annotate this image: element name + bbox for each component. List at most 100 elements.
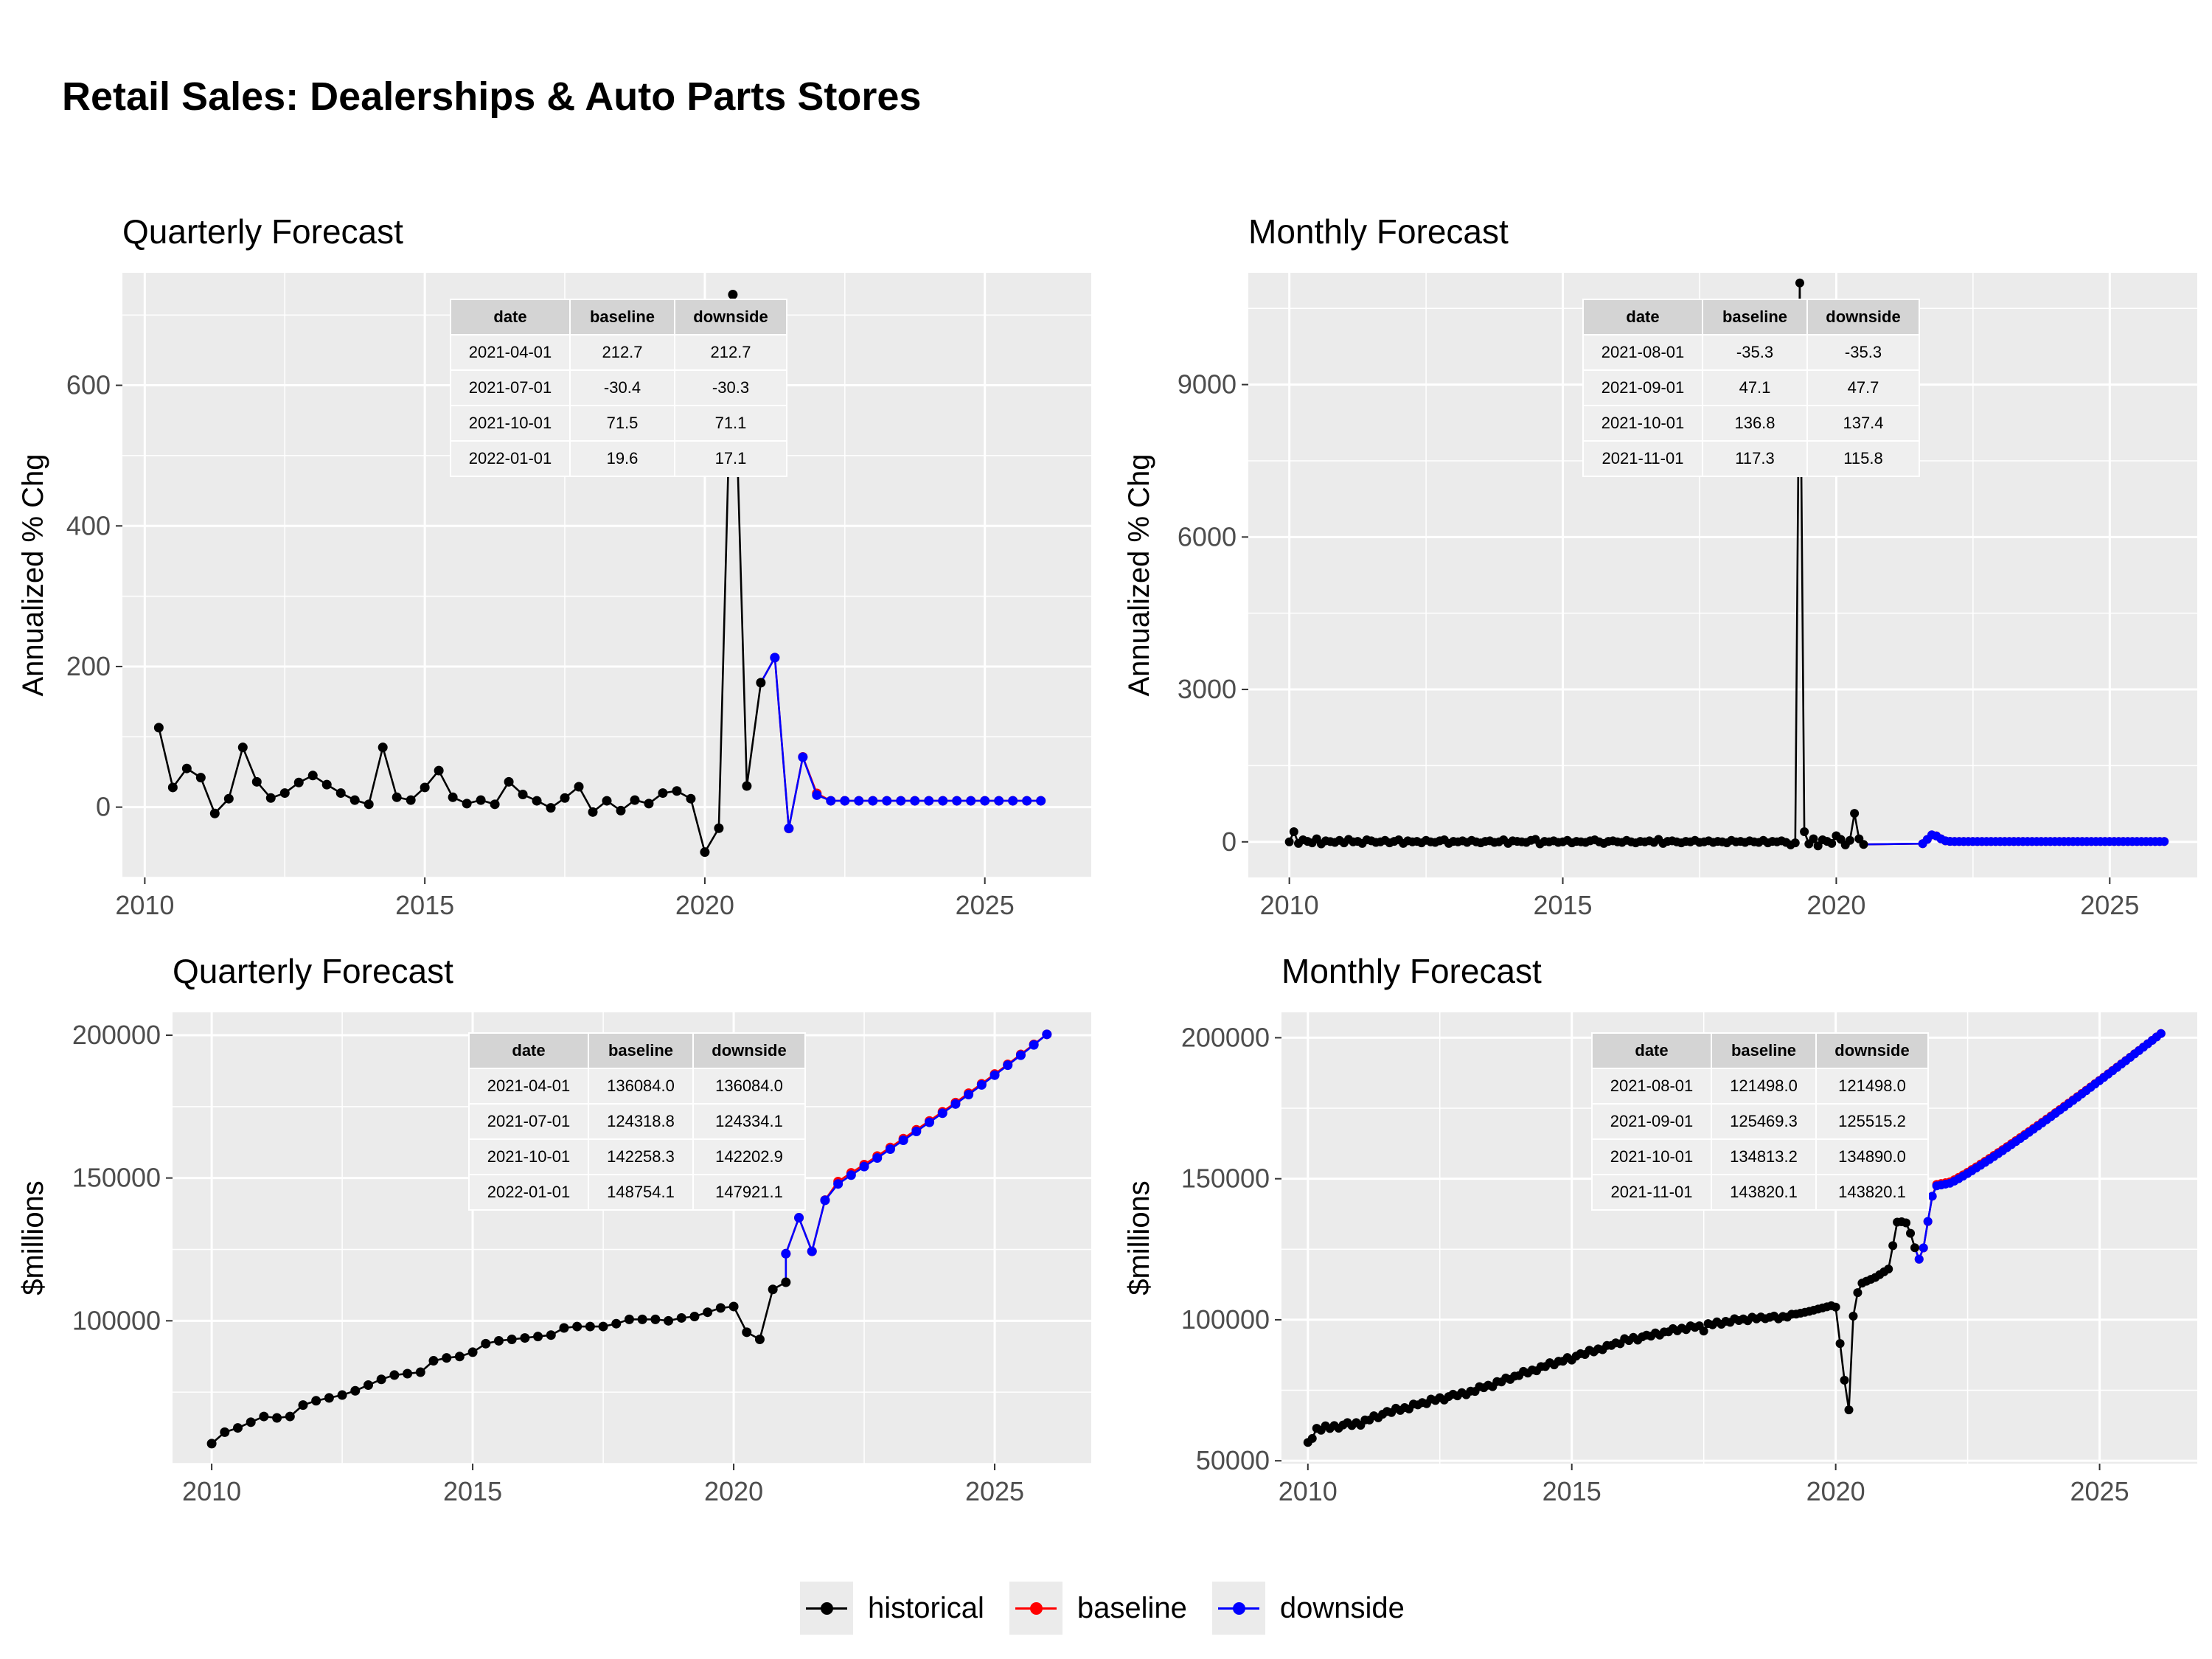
downside-series-point bbox=[910, 796, 920, 806]
y-tick-label: 400 bbox=[66, 510, 111, 540]
historical-series-point bbox=[754, 1335, 765, 1345]
historical-series-point bbox=[389, 1370, 400, 1380]
historical-series-point bbox=[324, 1393, 334, 1403]
x-tick-label: 2025 bbox=[965, 1476, 1024, 1506]
downside-series-point bbox=[1914, 1254, 1924, 1264]
historical-series-point bbox=[559, 1323, 569, 1333]
historical-series-point bbox=[1790, 838, 1800, 848]
table-cell: 2021-07-01 bbox=[468, 1103, 589, 1140]
downside-series-point bbox=[980, 796, 990, 806]
table-cell: 2021-11-01 bbox=[1591, 1174, 1712, 1211]
legend-label-historical: historical bbox=[868, 1591, 984, 1624]
historical-series-point bbox=[585, 1321, 595, 1332]
table-row: 2021-07-01 -30.4 -30.3 bbox=[450, 369, 787, 406]
table-cell: 2021-10-01 bbox=[1582, 405, 1703, 442]
historical-series-point bbox=[246, 1417, 256, 1427]
historical-series-point bbox=[349, 795, 360, 805]
historical-series-point bbox=[1850, 809, 1860, 818]
table-row: 2021-10-01 71.5 71.1 bbox=[450, 405, 787, 442]
y-tick-label: 9000 bbox=[1178, 369, 1237, 400]
downside-series-point bbox=[1919, 1243, 1928, 1253]
downside-series-point bbox=[2156, 1029, 2166, 1038]
table-cell: 115.8 bbox=[1806, 440, 1920, 477]
quarterly-pct-change-table: date baseline downside 2021-04-01 212.7 212.7… bbox=[450, 299, 787, 477]
downside-series-point bbox=[1029, 1040, 1039, 1050]
panel-title: Monthly Forecast bbox=[1248, 212, 1509, 251]
legend-label-baseline: baseline bbox=[1077, 1591, 1187, 1624]
downside-series-point bbox=[770, 653, 780, 663]
table-header-row: date baseline downside bbox=[450, 299, 787, 335]
table-row: 2021-04-01 212.7 212.7 bbox=[450, 334, 787, 371]
table-cell: 142258.3 bbox=[588, 1138, 694, 1175]
downside-series-point bbox=[872, 1153, 883, 1164]
historical-series-point bbox=[700, 847, 710, 858]
historical-series-point bbox=[1840, 1375, 1849, 1385]
historical-series-point bbox=[220, 1427, 230, 1437]
downside-series-point bbox=[896, 796, 906, 806]
historical-series-point bbox=[195, 773, 206, 783]
historical-series-point bbox=[1910, 1243, 1919, 1253]
historical-series-point bbox=[307, 771, 318, 781]
historical-series-point bbox=[574, 782, 584, 792]
y-tick-label: 200 bbox=[66, 651, 111, 681]
historical-series-point bbox=[532, 796, 542, 806]
historical-series-point bbox=[520, 1333, 530, 1343]
historical-series-point bbox=[1827, 838, 1837, 848]
table-row: 2021-09-01 125469.3 125515.2 bbox=[1591, 1103, 1929, 1140]
historical-series-point bbox=[1800, 827, 1809, 836]
downside-series-point bbox=[820, 1195, 830, 1206]
downside-series-point bbox=[833, 1179, 844, 1189]
table-header-cell: downside bbox=[1806, 299, 1920, 335]
x-tick-label: 2010 bbox=[182, 1476, 241, 1506]
downside-series-point bbox=[807, 1246, 817, 1256]
historical-series-point bbox=[611, 1318, 622, 1329]
table-cell: 47.7 bbox=[1806, 369, 1920, 406]
monthly-pct-change-table: date baseline downside 2021-08-01 -35.3 -35.3… bbox=[1582, 299, 1920, 477]
y-tick-label: 6000 bbox=[1178, 521, 1237, 552]
downside-series-point bbox=[885, 1144, 895, 1155]
historical-series-point bbox=[406, 795, 416, 805]
y-tick-label: 200000 bbox=[72, 1020, 161, 1050]
x-tick-label: 2010 bbox=[115, 890, 174, 920]
historical-series-point bbox=[630, 795, 640, 805]
historical-series-point bbox=[1307, 1433, 1317, 1443]
historical-series-point bbox=[572, 1321, 582, 1332]
table-cell: 212.7 bbox=[569, 334, 675, 371]
historical-series-point bbox=[598, 1321, 608, 1332]
historical-series-point bbox=[350, 1385, 361, 1396]
table-row: 2021-08-01 -35.3 -35.3 bbox=[1582, 334, 1920, 371]
y-tick-label: 150000 bbox=[1181, 1164, 1270, 1194]
historical-series-point bbox=[1848, 1311, 1858, 1321]
table-cell: 2021-04-01 bbox=[468, 1068, 589, 1105]
downside-series-point bbox=[990, 1070, 1000, 1080]
x-tick-label: 2010 bbox=[1279, 1476, 1338, 1506]
historical-series-point bbox=[1699, 1326, 1708, 1336]
historical-series-point bbox=[462, 799, 472, 809]
downside-series-point bbox=[784, 824, 794, 834]
historical-series-point bbox=[403, 1368, 413, 1379]
downside-series-point bbox=[976, 1079, 987, 1090]
historical-series-point bbox=[624, 1314, 634, 1324]
legend-key-baseline bbox=[1009, 1582, 1062, 1635]
table-cell: 147921.1 bbox=[692, 1174, 806, 1211]
series-group bbox=[206, 1029, 1052, 1449]
table-cell: 134813.2 bbox=[1711, 1138, 1817, 1175]
historical-series-point bbox=[415, 1367, 425, 1377]
table-cell: 71.5 bbox=[569, 405, 675, 442]
historical-series-point bbox=[493, 1335, 504, 1346]
table-cell: 124318.8 bbox=[588, 1103, 694, 1140]
y-tick-label: 600 bbox=[66, 370, 111, 400]
table-cell: 125515.2 bbox=[1815, 1103, 1929, 1140]
table-cell: 136084.0 bbox=[692, 1068, 806, 1105]
table-cell: -30.3 bbox=[674, 369, 787, 406]
table-row: 2021-07-01 124318.8 124334.1 bbox=[468, 1103, 806, 1140]
historical-series-point bbox=[703, 1307, 713, 1318]
x-tick-label: 2025 bbox=[2070, 1476, 2129, 1506]
table-header-cell: baseline bbox=[1711, 1032, 1817, 1069]
table-header-row: date baseline downside bbox=[1591, 1032, 1929, 1069]
legend-key-historical bbox=[800, 1582, 853, 1635]
historical-series-point bbox=[279, 788, 290, 799]
historical-series-point bbox=[167, 782, 178, 793]
downside-series-point bbox=[950, 1099, 961, 1109]
historical-series-point bbox=[742, 1327, 752, 1338]
